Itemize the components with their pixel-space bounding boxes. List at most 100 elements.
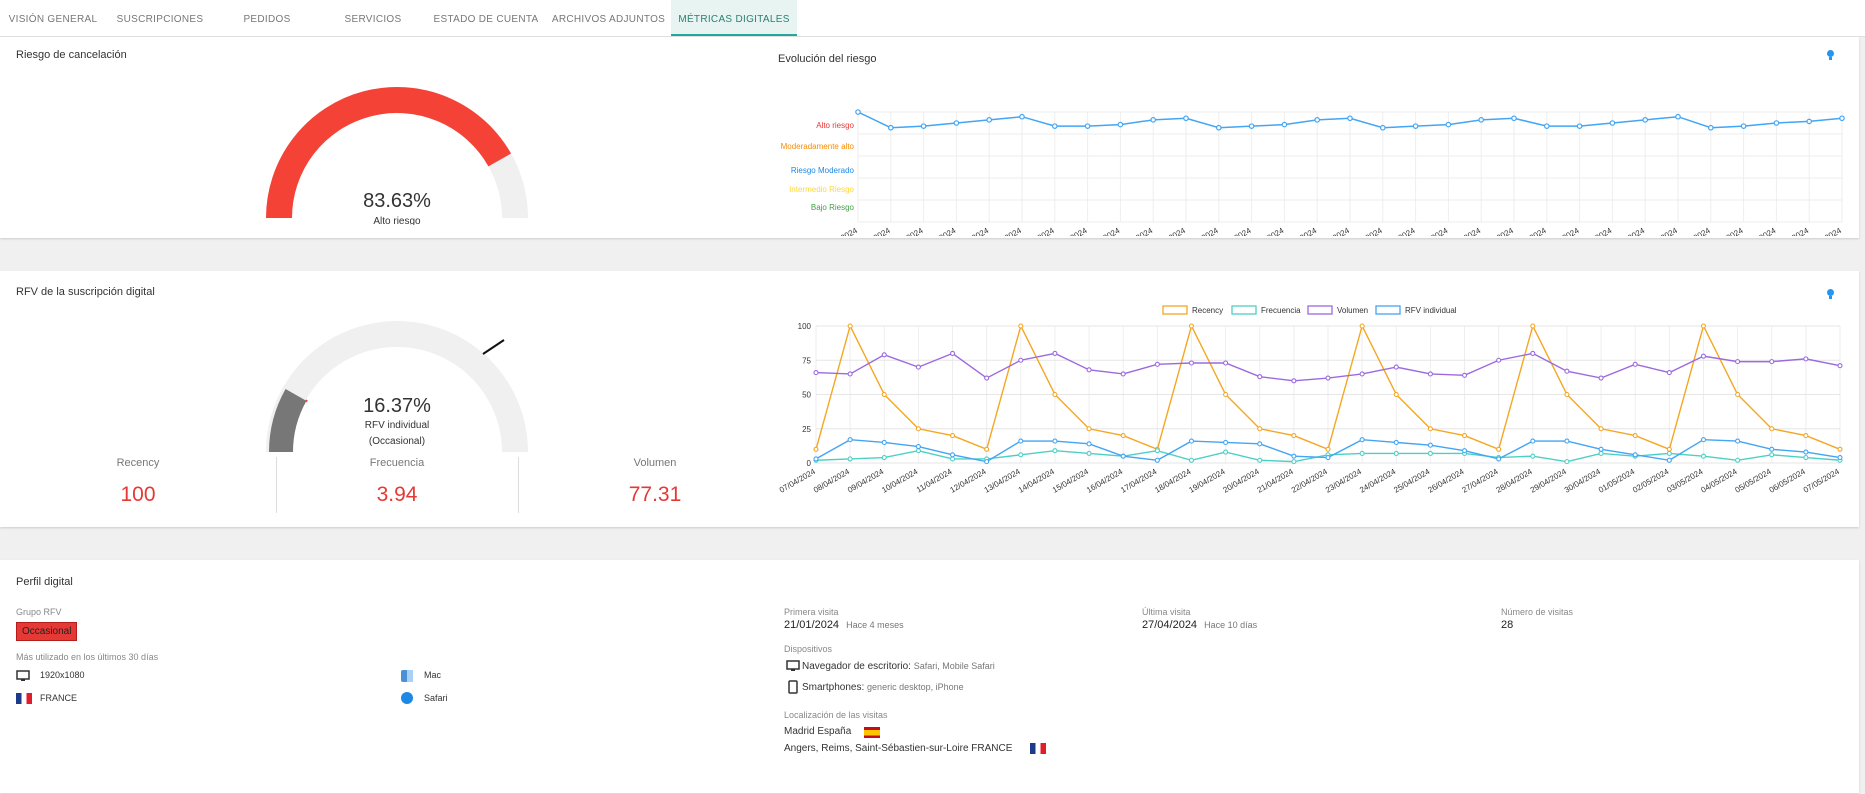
desktop-browser-label: Navegador de escritorio: — [802, 661, 911, 672]
x-tick-label: 28/04/2024 — [1495, 467, 1535, 495]
risk-point — [953, 120, 960, 126]
lightbulb-icon[interactable] — [1827, 289, 1834, 299]
series-point — [1803, 433, 1809, 439]
stat-frecuencia-label: Frecuencia — [369, 457, 425, 469]
series-point — [984, 375, 990, 381]
resolution-value: 1920x1080 — [40, 670, 85, 680]
country-value: FRANCE — [40, 693, 78, 703]
tab-suscripciones[interactable]: SUSCRIPCIONES — [116, 14, 204, 25]
risk-point — [1609, 120, 1616, 126]
risk-level-label: Moderadamente alto — [781, 142, 855, 151]
series-point — [949, 456, 956, 462]
legend-label: Frecuencia — [1261, 306, 1301, 315]
series-point — [1359, 371, 1365, 377]
divider — [276, 457, 277, 513]
tab-servicios[interactable]: SERVICIOS — [344, 14, 402, 25]
smartphone-value: generic desktop, iPhone — [867, 682, 964, 692]
y-tick-label: 75 — [802, 356, 811, 365]
series-point — [949, 452, 956, 458]
stat-frecuencia: Frecuencia 3.94 — [317, 457, 477, 507]
x-tick-label: 02/05/2024 — [1640, 226, 1680, 236]
x-tick-label: 02/05/2024 — [1631, 467, 1671, 495]
series-point — [1291, 378, 1297, 384]
x-tick-label: 23/04/2024 — [1345, 226, 1385, 236]
tab-vision-general[interactable]: VISIÓN GENERAL — [8, 14, 98, 25]
divider — [518, 457, 519, 513]
series-point — [915, 448, 921, 454]
series-point — [1769, 452, 1775, 458]
series-point — [1359, 323, 1365, 329]
risk-point — [1084, 123, 1091, 129]
tab-archivos-adjuntos[interactable]: ARCHIVOS ADJUNTOS — [551, 14, 666, 25]
series-point — [813, 446, 819, 452]
series-point — [1188, 323, 1195, 329]
x-tick-label: 15/04/2024 — [1051, 467, 1091, 495]
series-point — [1666, 370, 1672, 376]
series-point — [1496, 446, 1502, 452]
series-point — [1427, 450, 1433, 456]
stat-recency: Recency 100 — [58, 457, 218, 507]
series-point — [1496, 357, 1502, 363]
risk-point — [1478, 117, 1485, 123]
risk-point — [1117, 121, 1124, 128]
tab-estado-de-cuenta[interactable]: ESTADO DE CUENTA — [433, 14, 539, 25]
series-point — [1257, 441, 1263, 447]
series-point — [1086, 441, 1092, 447]
risk-point — [1051, 123, 1058, 129]
last-visit-block: 27/04/2024 Hace 10 días — [1142, 619, 1257, 631]
first-visit-block: 21/01/2024 Hace 4 meses — [784, 619, 904, 631]
series-point — [1700, 453, 1707, 459]
risk-point — [1019, 113, 1025, 120]
series-point — [1154, 361, 1160, 367]
series-point — [1564, 459, 1570, 465]
series-point — [1837, 454, 1843, 461]
series-point — [1223, 439, 1229, 445]
mac-finder-icon — [401, 670, 413, 682]
series-point — [1223, 360, 1229, 366]
series-point — [847, 323, 853, 329]
series-point — [1291, 433, 1297, 439]
series-point — [1325, 375, 1331, 381]
series-point — [1086, 450, 1092, 456]
x-tick-label: 18/04/2024 — [1181, 226, 1221, 236]
risk-point — [1412, 123, 1419, 129]
series-point — [847, 371, 853, 377]
risk-point — [1281, 121, 1288, 128]
series-point — [1291, 453, 1297, 459]
series-point — [1427, 426, 1433, 432]
series-point — [1052, 391, 1058, 398]
x-tick-label: 08/04/2024 — [853, 226, 893, 236]
legend-label: RFV individual — [1405, 306, 1457, 315]
y-tick-label: 100 — [798, 322, 812, 331]
series-point — [813, 456, 819, 462]
x-tick-label: 14/04/2024 — [1017, 467, 1057, 495]
series-point — [1120, 433, 1126, 439]
x-tick-label: 29/04/2024 — [1541, 226, 1581, 236]
series-point — [1086, 426, 1092, 432]
x-tick-label: 07/04/2024 — [820, 226, 860, 236]
risk-level-label: Riesgo Moderado — [791, 166, 855, 175]
series-point — [1700, 323, 1707, 329]
series-point — [949, 433, 956, 439]
risk-point — [1839, 115, 1845, 122]
series-point — [1188, 360, 1195, 366]
series-point — [1052, 438, 1058, 444]
devices-label: Dispositivos — [784, 644, 833, 654]
stat-volumen-label: Volumen — [633, 457, 677, 469]
x-tick-label: 29/04/2024 — [1529, 467, 1569, 495]
browser-value: Safari — [424, 693, 448, 703]
x-tick-label: 01/05/2024 — [1597, 467, 1637, 495]
x-tick-label: 27/04/2024 — [1476, 226, 1516, 236]
series-point — [847, 437, 853, 443]
series-point — [1291, 459, 1297, 465]
legend-label: Recency — [1192, 306, 1223, 315]
series-point — [1359, 450, 1365, 456]
legend-swatch — [1375, 305, 1401, 315]
stat-recency-value: 100 — [120, 483, 156, 506]
lightbulb-icon[interactable] — [1827, 50, 1834, 60]
tab-metricas-digitales[interactable]: MÉTRICAS DIGITALES — [671, 0, 797, 36]
rfv-gauge-edge — [305, 399, 308, 403]
tab-pedidos[interactable]: PEDIDOS — [243, 14, 291, 25]
cancel-risk-title: Riesgo de cancelación — [16, 49, 127, 61]
series-point — [1735, 391, 1741, 398]
